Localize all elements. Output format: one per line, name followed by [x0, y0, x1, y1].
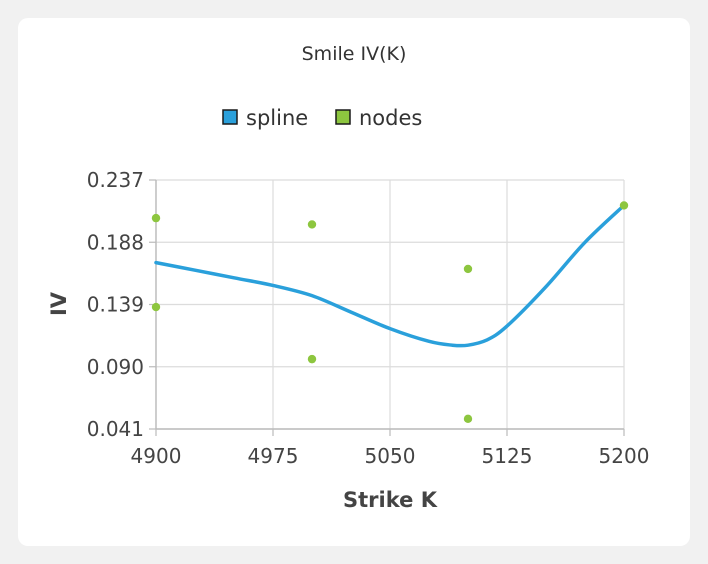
series-layer: [151, 201, 629, 424]
x-tick-label: 5125: [482, 444, 533, 468]
x-tick-label: 4900: [131, 444, 182, 468]
spline-series-line: [154, 203, 626, 348]
node-point: [307, 354, 317, 364]
legend: spline nodes: [222, 106, 422, 130]
node-point: [463, 264, 473, 274]
y-tick-label: 0.188: [87, 230, 144, 254]
legend-label-nodes: nodes: [359, 106, 422, 130]
chart-title: Smile IV(K): [302, 43, 407, 65]
node-point: [151, 213, 161, 223]
x-axis-label: Strike K: [343, 488, 438, 512]
y-axis-label: IV: [47, 291, 71, 316]
node-point: [151, 302, 161, 312]
node-point: [307, 220, 317, 229]
legend-swatch-nodes: [335, 109, 351, 125]
x-tick-label: 4975: [248, 444, 299, 468]
chart-svg: Smile IV(K) spline nodes 4900 4975 5050 512…: [47, 43, 650, 512]
legend-label-spline: spline: [246, 106, 308, 130]
y-tick-label: 0.237: [87, 168, 144, 192]
node-point: [619, 201, 629, 210]
y-tick-label: 0.090: [87, 355, 144, 379]
x-tick-label: 5050: [365, 444, 416, 468]
legend-swatch-spline: [222, 109, 238, 125]
node-point: [463, 414, 473, 424]
y-tick-label: 0.139: [87, 293, 144, 317]
chart-card: Smile IV(K) spline nodes 4900 4975 5050 512…: [18, 18, 690, 546]
grid: [149, 179, 625, 436]
x-tick-label: 5200: [599, 444, 650, 468]
y-tick-label: 0.041: [87, 417, 144, 441]
tick-labels: 4900 4975 5050 5125 5200 0.237 0.188 0.139 0.090…: [87, 168, 650, 468]
